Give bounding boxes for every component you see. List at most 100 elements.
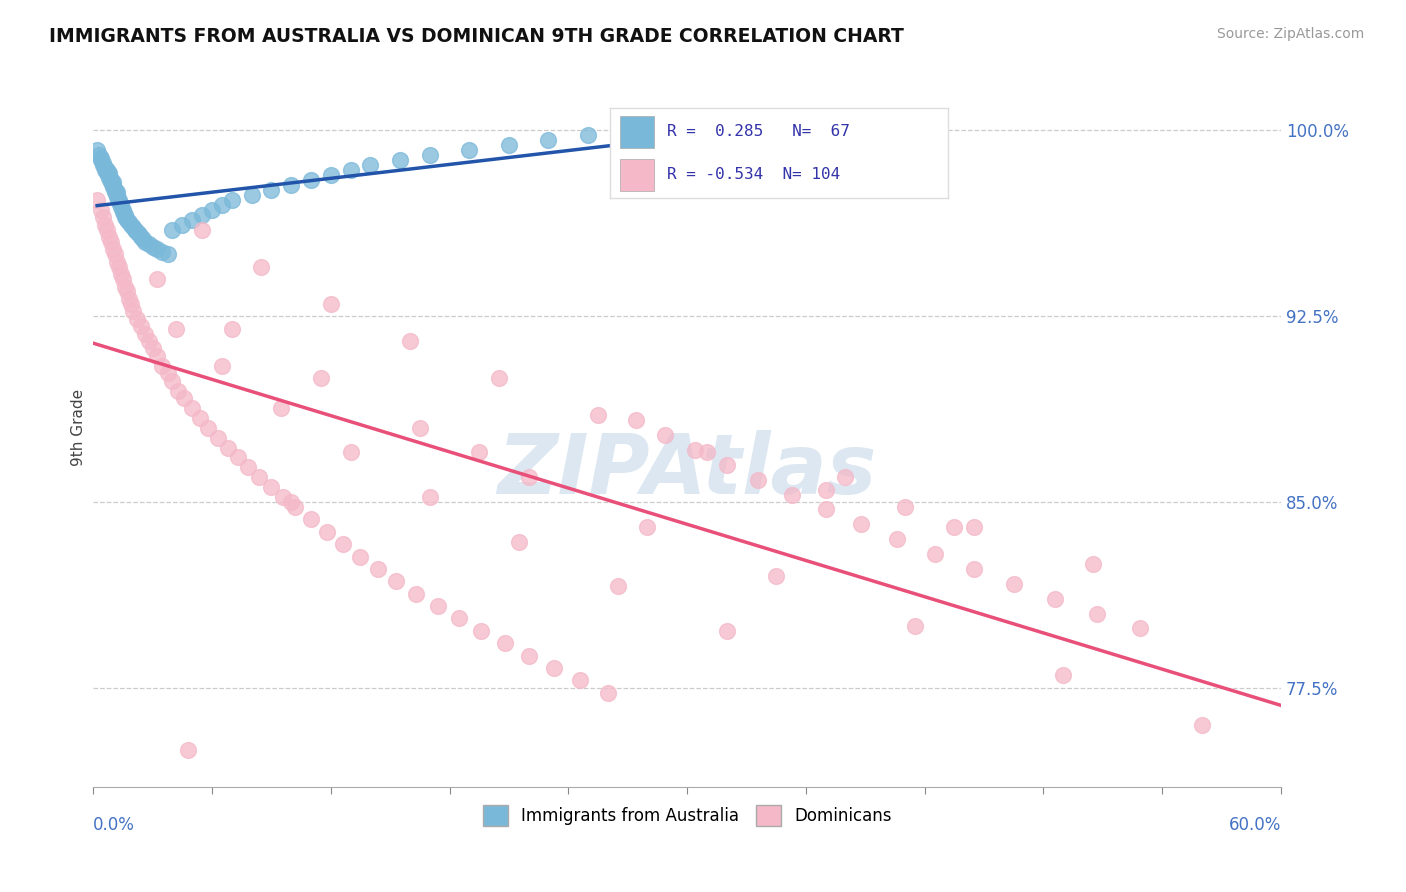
Point: [89, 148, 111, 162]
Point: [91, 158, 114, 172]
Point: [118, 292, 141, 306]
Point: [108, 195, 131, 210]
Point: [458, 143, 481, 157]
Point: [211, 198, 233, 212]
Point: [134, 326, 156, 341]
Text: ZIPAtlas: ZIPAtlas: [498, 430, 877, 511]
Point: [201, 202, 224, 217]
Point: [111, 205, 134, 219]
Point: [339, 445, 361, 459]
Point: [121, 220, 143, 235]
Point: [814, 483, 837, 497]
Point: [299, 512, 322, 526]
Text: Source: ZipAtlas.com: Source: ZipAtlas.com: [1216, 27, 1364, 41]
Point: [98, 230, 121, 244]
Point: [309, 371, 332, 385]
Point: [114, 208, 136, 222]
Point: [1045, 591, 1067, 606]
Point: [616, 123, 638, 137]
Point: [100, 176, 122, 190]
Point: [654, 428, 676, 442]
Point: [157, 366, 180, 380]
Point: [197, 421, 219, 435]
Point: [108, 260, 131, 274]
Point: [101, 243, 124, 257]
Point: [389, 153, 412, 168]
Point: [167, 384, 190, 398]
Point: [173, 391, 195, 405]
Point: [405, 587, 427, 601]
Point: [498, 138, 520, 153]
Point: [240, 187, 263, 202]
Point: [319, 297, 342, 311]
Point: [385, 574, 408, 589]
Text: 60.0%: 60.0%: [1229, 815, 1281, 834]
Point: [284, 500, 307, 514]
Point: [162, 222, 184, 236]
Point: [129, 230, 152, 244]
Point: [299, 173, 322, 187]
Point: [409, 421, 432, 435]
Point: [517, 470, 540, 484]
Point: [537, 133, 560, 147]
Point: [315, 524, 337, 539]
Point: [129, 319, 152, 334]
Point: [596, 686, 619, 700]
Point: [162, 374, 184, 388]
Point: [110, 200, 132, 214]
Point: [543, 661, 565, 675]
Point: [108, 193, 131, 207]
Point: [101, 180, 124, 194]
Point: [96, 163, 118, 178]
Point: [236, 460, 259, 475]
Point: [250, 260, 273, 274]
Point: [100, 235, 122, 249]
Point: [145, 243, 167, 257]
Point: [191, 208, 214, 222]
Point: [96, 165, 118, 179]
Point: [134, 235, 156, 249]
Point: [280, 178, 302, 192]
Point: [260, 183, 283, 197]
Point: [814, 502, 837, 516]
Point: [1085, 607, 1108, 621]
Point: [142, 342, 165, 356]
Point: [696, 445, 718, 459]
Point: [221, 193, 243, 207]
Point: [145, 272, 167, 286]
Text: 0.0%: 0.0%: [93, 815, 135, 834]
Point: [207, 431, 229, 445]
Text: IMMIGRANTS FROM AUSTRALIA VS DOMINICAN 9TH GRADE CORRELATION CHART: IMMIGRANTS FROM AUSTRALIA VS DOMINICAN 9…: [49, 27, 904, 45]
Point: [125, 225, 148, 239]
Point: [98, 170, 121, 185]
Point: [90, 153, 112, 168]
Point: [98, 168, 121, 182]
Point: [86, 193, 108, 207]
Point: [624, 413, 647, 427]
Point: [138, 237, 160, 252]
Point: [142, 240, 165, 254]
Point: [101, 178, 124, 192]
Point: [1129, 621, 1152, 635]
Point: [157, 247, 180, 261]
Point: [105, 186, 128, 200]
Point: [834, 470, 856, 484]
Point: [165, 321, 187, 335]
Point: [115, 212, 138, 227]
Point: [716, 458, 738, 472]
Point: [104, 247, 127, 261]
Point: [131, 232, 153, 246]
Point: [211, 359, 233, 373]
Point: [963, 562, 986, 576]
Point: [260, 480, 283, 494]
Legend: Immigrants from Australia, Dominicans: Immigrants from Australia, Dominicans: [477, 799, 898, 832]
Point: [114, 210, 136, 224]
Point: [488, 371, 510, 385]
Point: [94, 163, 117, 178]
Point: [943, 520, 966, 534]
Point: [586, 409, 609, 423]
Point: [683, 443, 706, 458]
Point: [894, 500, 917, 514]
Point: [851, 517, 873, 532]
Point: [138, 334, 160, 348]
